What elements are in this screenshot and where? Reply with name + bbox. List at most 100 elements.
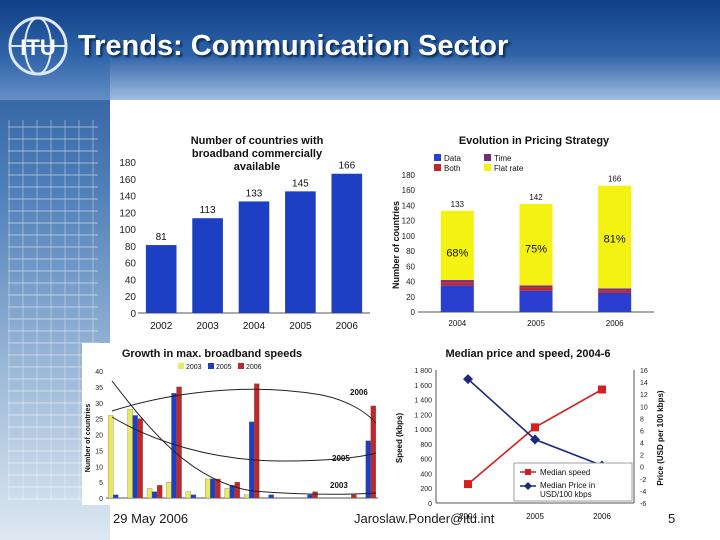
chart1-ytick: 140 (119, 192, 136, 203)
chart1-data-label: 133 (246, 188, 263, 199)
chart3-trend-curve-2005 (111, 416, 377, 462)
chart4-legend-label: Median Price in (540, 481, 595, 490)
chart1-ytick: 20 (125, 292, 137, 303)
chart2-legend-swatch-data (434, 154, 441, 161)
chart2-total-label: 142 (529, 193, 543, 202)
chart3-bar-2005-24000 (365, 440, 371, 499)
header-band (0, 0, 720, 100)
chart2-xtick: 2005 (527, 319, 545, 328)
chart2-segment-flat-rate (598, 185, 632, 289)
chart2-percent-label: 81% (604, 234, 626, 246)
chart4-ytick: 0 (428, 501, 432, 508)
chart3-bar-2003-3000 (224, 488, 230, 499)
chart2-segment-data (519, 290, 553, 312)
chart3-title: Growth in max. broadband speeds (122, 348, 302, 360)
chart3-bar-2006-768 (156, 485, 163, 499)
chart4-point-median-speed-2004 (464, 480, 472, 489)
chart1-xtick: 2003 (196, 321, 219, 332)
chart4-xtick: 2005 (526, 512, 544, 521)
chart3-bar-2005-256 (113, 494, 119, 499)
chart1-bar-2003 (192, 218, 223, 313)
chart3-trend-curve-2003 (111, 380, 377, 495)
chart3-legend-swatch-2003 (178, 363, 184, 369)
chart3-bar-2005-5000 (268, 494, 274, 499)
chart2-title: Evolution in Pricing Strategy (459, 135, 610, 147)
chart4-ylabel: Speed (kbps) (395, 413, 404, 464)
chart2-ytick: 120 (402, 217, 416, 226)
chart2-segment-both (440, 282, 474, 286)
chart1-ytick: 180 (119, 158, 136, 169)
chart1-ytick: 120 (119, 208, 136, 219)
chart2-segment-both (519, 287, 553, 291)
chart4-y2tick: 12 (640, 392, 648, 399)
chart3-ylabel: Number of countries (85, 404, 92, 473)
chart1-data-label: 81 (156, 232, 168, 243)
chart4-point-median-price-2004 (463, 374, 473, 385)
chart2-legend-label: Data (444, 154, 461, 163)
chart4-y2tick: 6 (640, 428, 644, 435)
chart4-y2tick: 10 (640, 404, 648, 411)
chart3-bar-2006-4000 (254, 383, 260, 499)
chart1-ytick: 60 (125, 259, 137, 270)
chart2-ytick: 80 (406, 247, 415, 256)
chart2-legend-swatch-time (484, 154, 491, 161)
chart3-bar-2006-2000 (215, 478, 221, 499)
chart1-data-label: 145 (292, 178, 309, 189)
chart-speed-growth: Growth in max. broadband speeds Number of… (82, 343, 384, 505)
chart1-ytick: 160 (119, 175, 136, 186)
chart4-legend-marker-speed (525, 469, 531, 475)
chart2-total-label: 166 (608, 175, 622, 184)
chart2-segment-flat-rate (519, 203, 553, 286)
chart4-xtick: 2004 (459, 512, 477, 521)
chart1-title-line-1: broadband commercially (192, 148, 323, 160)
chart1-xtick: 2006 (336, 321, 359, 332)
chart3-bar-2005-8000 (307, 494, 313, 499)
chart4-legend-box (513, 462, 633, 502)
chart3-ytick: 5 (99, 480, 103, 487)
chart2-segment-data (440, 285, 474, 312)
chart2-ytick: 60 (406, 262, 415, 271)
chart4-legend-label: USD/100 kbps (540, 490, 592, 499)
chart3-annotation: 2006 (350, 388, 368, 397)
chart4-xtick: 2006 (593, 512, 611, 521)
chart4-y2tick: 14 (640, 380, 648, 387)
chart4-point-median-price-2005 (530, 434, 540, 445)
chart3-bar-2006-20000 (351, 494, 357, 499)
chart1-ytick: 100 (119, 225, 136, 236)
chart4-ytick: 800 (420, 442, 432, 449)
chart4-y2tick: 8 (640, 416, 644, 423)
chart-pricing-strategy: Evolution in Pricing Strategy Number of c… (384, 127, 660, 339)
chart3-bar-2003-2000 (205, 478, 211, 499)
chart4-y2tick: 2 (640, 453, 644, 460)
chart3-bar-2003-1000 (166, 481, 172, 499)
chart4-y2tick: -6 (640, 501, 646, 508)
chart3-legend-label: 2006 (246, 364, 262, 371)
chart4-ytick: 400 (420, 471, 432, 478)
chart2-segment-time (440, 280, 474, 283)
chart4-line-median-price (467, 378, 603, 467)
chart3-bar-2006-1000 (176, 386, 182, 499)
chart3-ytick: 0 (99, 496, 103, 503)
chart4-ytick: 200 (420, 486, 432, 493)
chart1-ytick: 40 (125, 275, 137, 286)
chart4-y2tick: -4 (640, 489, 646, 496)
chart2-percent-label: 75% (525, 244, 547, 256)
chart2-ytick: 100 (402, 232, 416, 241)
chart1-xtick: 2002 (150, 321, 173, 332)
footer-date: 29 May 2006 (113, 511, 189, 526)
chart1-bar-2005 (285, 191, 316, 313)
chart3-ytick: 35 (95, 385, 103, 392)
chart2-ytick: 0 (411, 308, 416, 317)
chart1-bar-2006 (331, 173, 363, 313)
chart4-ytick: 1 800 (414, 368, 432, 375)
itu-logo: ITU (8, 16, 68, 76)
chart3-ytick: 30 (95, 401, 103, 408)
chart3-bar-2006-512 (137, 418, 143, 499)
chart3-annotation: 2005 (332, 454, 350, 463)
page-number: 5 (668, 511, 676, 526)
chart2-legend-label: Time (494, 154, 512, 163)
chart3-bar-2005-512 (132, 415, 138, 499)
chart1-ytick: 80 (125, 242, 137, 253)
chart2-xtick: 2006 (606, 319, 624, 328)
chart2-percent-label: 68% (446, 247, 468, 259)
